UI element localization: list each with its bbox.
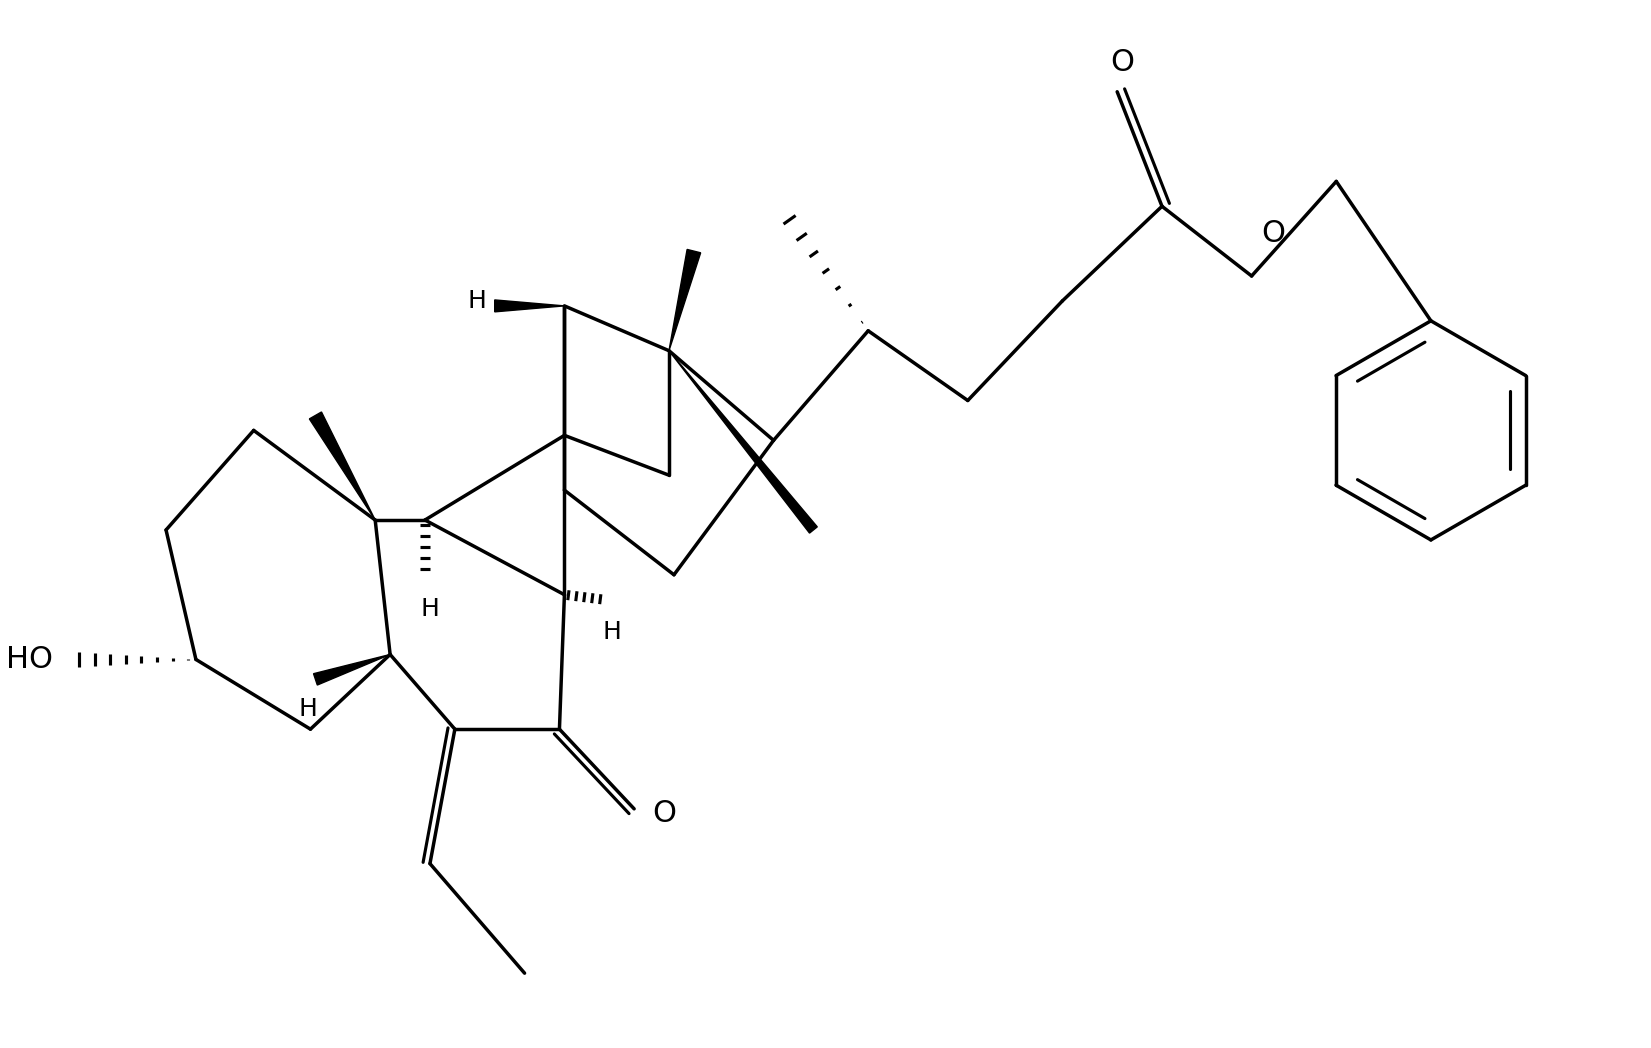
Text: O: O: [1109, 48, 1134, 77]
Text: O: O: [652, 800, 675, 828]
Text: H: H: [603, 619, 622, 643]
Polygon shape: [495, 300, 565, 312]
Text: H: H: [421, 596, 439, 620]
Polygon shape: [669, 249, 700, 351]
Text: HO: HO: [7, 645, 53, 674]
Text: O: O: [1261, 219, 1286, 247]
Text: H: H: [299, 697, 317, 721]
Polygon shape: [669, 351, 817, 533]
Polygon shape: [314, 654, 390, 685]
Text: H: H: [467, 289, 487, 313]
Polygon shape: [309, 412, 375, 520]
